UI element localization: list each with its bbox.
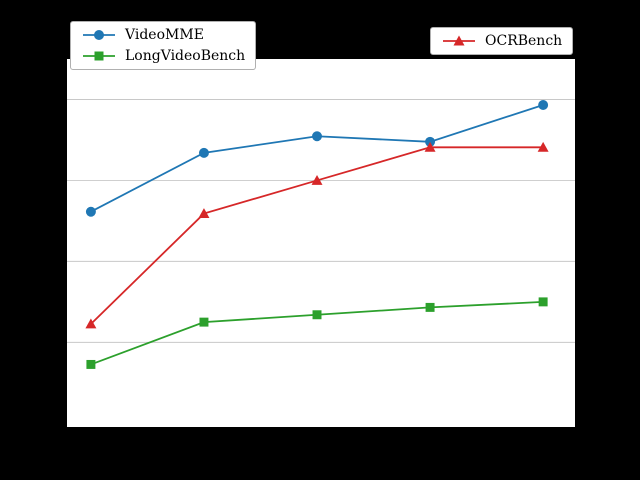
legend-right: OCRBench [430, 27, 574, 55]
legend-label-videomme: VideoMME [125, 27, 204, 43]
line-chart [67, 98, 575, 369]
plot-area [66, 58, 576, 428]
legend-label-ocrbench: OCRBench [485, 33, 563, 49]
legend-label-longvideobench: LongVideoBench [125, 48, 246, 64]
longvideobench-marker-icon [83, 51, 115, 61]
videomme-marker-icon [83, 30, 115, 40]
legend-item-longvideobench: LongVideoBench [81, 49, 245, 63]
legend-item-ocrbench: OCRBench [441, 34, 562, 48]
ocrbench-marker-icon [443, 35, 475, 46]
legend-left: VideoMME LongVideoBench [70, 21, 257, 70]
legend-item-videomme: VideoMME [81, 28, 245, 42]
